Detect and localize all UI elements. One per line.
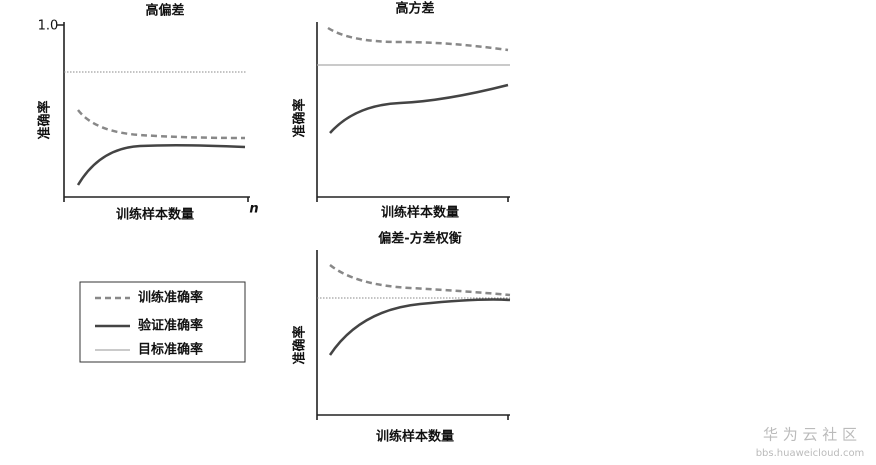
validation-curve (76, 143, 246, 186)
legend-label: 训练准确率 (138, 290, 203, 306)
axes (316, 22, 510, 202)
panel-title: 高方差 (395, 1, 434, 17)
legend-box (79, 281, 246, 363)
axes (57, 22, 250, 202)
x-label: 训练样本数量 (381, 205, 459, 221)
panel-title: 偏差-方差权衡 (378, 231, 461, 247)
watermark-url: bbs.huaweicloud.com (756, 448, 865, 459)
legend: 训练准确率 验证准确率 目标准确率 (79, 281, 246, 363)
y-label: 准确率 (292, 325, 308, 364)
y-label: 准确率 (37, 100, 53, 139)
legend-label: 验证准确率 (138, 318, 203, 334)
x-label: 训练样本数量 (116, 207, 194, 223)
y-label: 准确率 (292, 98, 308, 137)
train-curve (329, 264, 511, 297)
y-tick-label: 1.0 (38, 19, 59, 34)
panel: 偏差-方差权衡 准确率 训练样本数量 (292, 231, 511, 445)
watermark-name: 华 为 云 社 区 (763, 426, 857, 444)
panel: 高偏差 1.0 准确率 训练样本数量 n (37, 3, 259, 223)
panel-title: 高偏差 (145, 3, 184, 19)
axes (316, 250, 510, 420)
validation-curve (329, 83, 509, 134)
panel: 高方差 准确率 训练样本数量 (292, 1, 510, 221)
validation-curve (328, 298, 511, 356)
x-end-label: n (249, 202, 258, 217)
train-curve (327, 26, 509, 52)
legend-label: 目标准确率 (138, 342, 203, 358)
train-curve (77, 109, 246, 140)
x-label: 训练样本数量 (376, 429, 454, 445)
